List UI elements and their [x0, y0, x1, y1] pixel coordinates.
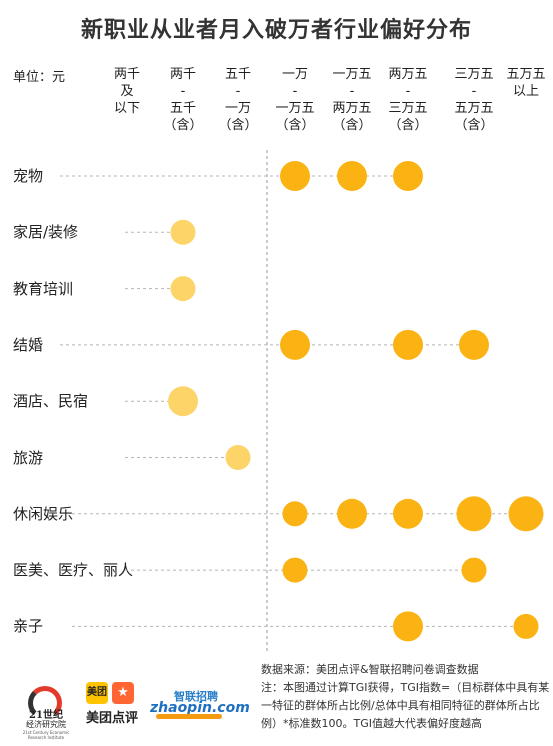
bubble-point [168, 386, 198, 417]
column-header-3: 五千 - 一万 （含） [218, 67, 258, 133]
column-header-8: 五万五 以上 [506, 67, 546, 99]
bubble-point [508, 496, 544, 532]
logo-21-sub: 经济研究院 [26, 720, 66, 729]
bubble-point [280, 161, 310, 191]
tgi-note: 注：本图通过计算TGI获得，TGI指数=（目标群体中具有某一特征的群体所占比例/… [261, 681, 550, 730]
zhilian-cn: 智联招聘 [174, 690, 218, 703]
bubble-point [393, 161, 423, 191]
logo-meituan: 美团 ★ 美团点评 [86, 682, 138, 734]
dianping-icon: ★ [112, 682, 134, 704]
zhilian-en: zhaopin.com [150, 700, 250, 716]
bubble-point [282, 501, 308, 527]
zhilian-swoosh-icon [156, 714, 222, 719]
logo-21-main: 21世纪 [29, 710, 63, 721]
row-label: 结婚 [13, 335, 44, 354]
bubble-point [393, 329, 423, 360]
column-header-2: 两千 - 五千 （含） [163, 67, 203, 133]
logo-21-en: 21st Century Economic Research Institute [22, 730, 70, 740]
column-header-7: 三万五 - 五万五 （含） [454, 67, 494, 133]
bubble-point [280, 329, 310, 360]
bubble-point [461, 557, 487, 583]
meituan-box: 美团 [86, 682, 108, 704]
row-label: 旅游 [13, 448, 44, 467]
row-label: 亲子 [13, 617, 44, 636]
row-label: 酒店、民宿 [13, 392, 89, 411]
meituan-name: 美团点评 [86, 711, 139, 726]
bubble-point [170, 219, 196, 245]
data-source: 数据来源：美团点评&智联招聘问卷调查数据 [261, 663, 479, 676]
footer-notes: 数据来源：美团点评&智联招聘问卷调查数据 注：本图通过计算TGI获得，TGI指数… [261, 661, 551, 733]
row-label: 休闲娱乐 [13, 504, 74, 523]
unit-label: 单位：元 [13, 70, 66, 85]
row-label: 家居/装修 [13, 223, 79, 242]
chart-title: 新职业从业者月入破万者行业偏好分布 [80, 18, 472, 43]
bubble-point [337, 498, 367, 529]
bubble-point [282, 557, 308, 583]
bubble-point [393, 498, 423, 529]
column-header-5: 一万五 - 两万五 （含） [332, 67, 372, 133]
bubble-point [459, 329, 489, 360]
row-label: 医美、医疗、丽人 [13, 561, 134, 580]
bubble-point [456, 496, 492, 532]
row-label: 宠物 [13, 167, 44, 185]
logo-21st-century: 21世纪 经济研究院 21st Century Economic Researc… [20, 686, 72, 740]
bubble-point [170, 276, 196, 302]
bubble-chart [60, 150, 544, 652]
bubble-point [337, 161, 367, 191]
column-header-4: 一万 - 一万五 （含） [275, 67, 315, 133]
column-header-6: 两万五 - 三万五 （含） [388, 67, 428, 133]
bubble-point [513, 613, 539, 639]
bubble-point [393, 611, 423, 642]
bubble-point [225, 445, 251, 470]
row-label: 教育培训 [13, 279, 74, 298]
logo-zhilian: 智联招聘 zhaopin.com [150, 688, 250, 728]
column-header-1: 两千 及 以下 [113, 67, 140, 116]
logo-arc-icon [28, 686, 62, 720]
logos: 21世纪 经济研究院 21st Century Economic Researc… [0, 672, 260, 746]
